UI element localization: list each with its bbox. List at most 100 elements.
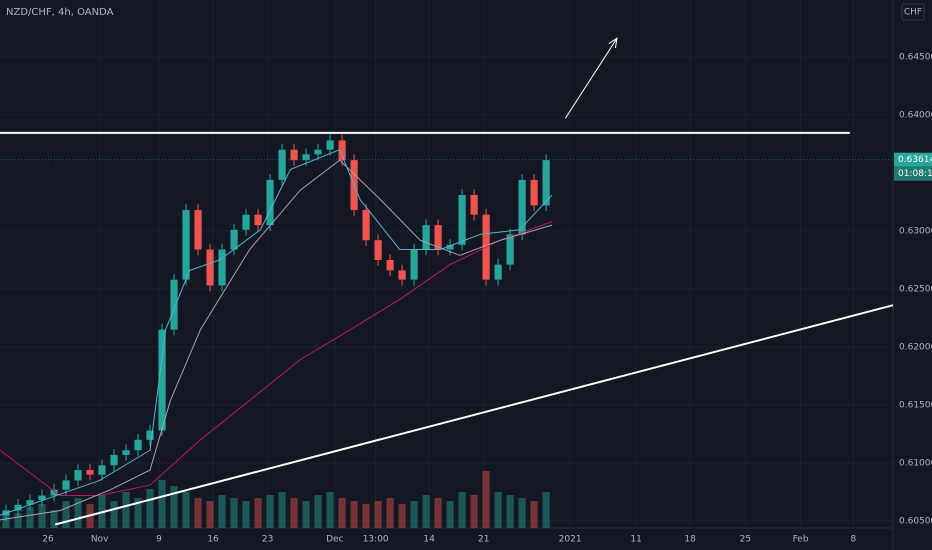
- volume-bar: [374, 501, 382, 528]
- x-tick-label: Feb: [793, 535, 809, 545]
- volume-bar: [482, 471, 490, 528]
- x-tick-label: Nov: [91, 535, 109, 545]
- x-tick-label: 23: [262, 535, 273, 545]
- volume-bar: [50, 510, 58, 528]
- volume-bar: [542, 492, 550, 528]
- x-tick-label: 2021: [559, 535, 582, 545]
- volume-bar: [170, 486, 178, 528]
- candle-body: [518, 179, 526, 235]
- x-tick-label: 8: [851, 535, 857, 545]
- arrow: [564, 38, 617, 119]
- candle-body: [194, 210, 202, 250]
- volume-bar: [206, 501, 214, 528]
- candle-body: [434, 225, 442, 250]
- volume-bar: [410, 501, 418, 528]
- x-tick-label: 21: [478, 535, 489, 545]
- x-tick-label: Dec: [326, 535, 343, 545]
- volume-bar: [158, 480, 166, 528]
- volume-bar: [530, 501, 538, 528]
- volume-bar: [518, 498, 526, 528]
- volume-bar: [422, 495, 430, 528]
- candle-body: [530, 179, 538, 206]
- candle-body: [494, 264, 502, 280]
- volume-bar: [494, 492, 502, 528]
- candle-body: [458, 194, 466, 245]
- volume-bar: [302, 501, 310, 528]
- volume-bar: [74, 498, 82, 528]
- candle-body: [74, 469, 82, 481]
- candle-body: [110, 454, 118, 466]
- volume-bar: [446, 501, 454, 528]
- x-tick-label: 14: [423, 535, 435, 545]
- candle-body: [14, 504, 22, 511]
- x-tick-label: 13:00: [363, 535, 389, 545]
- candle-body: [218, 249, 226, 286]
- volume-bar: [254, 498, 262, 528]
- candle-body: [50, 489, 58, 496]
- countdown-label: 01:08:19: [898, 169, 932, 179]
- candle-body: [170, 279, 178, 330]
- candle-body: [38, 495, 46, 501]
- y-tick-label: 0.64500: [899, 52, 932, 62]
- volume-bar: [242, 501, 250, 528]
- volume-bar: [458, 492, 466, 528]
- volume-bar: [38, 504, 46, 528]
- volume-bar: [26, 507, 34, 528]
- volume-bar: [314, 495, 322, 528]
- candle-body: [290, 149, 298, 161]
- candle-body: [470, 194, 478, 215]
- candle-body: [314, 149, 322, 155]
- volume-bar: [350, 501, 358, 528]
- volume-bar: [506, 495, 514, 528]
- candle-body: [182, 210, 190, 280]
- volume-bar: [218, 495, 226, 528]
- volume-bar: [14, 513, 22, 528]
- volume-bar: [338, 498, 346, 528]
- candle-body: [266, 179, 274, 226]
- volume-bar: [122, 492, 130, 528]
- x-tick-label: 26: [42, 535, 54, 545]
- candle-body: [134, 439, 142, 451]
- volume-bar: [194, 498, 202, 528]
- x-tick-label: 18: [684, 535, 696, 545]
- moving-average: [0, 149, 553, 516]
- candle-body: [98, 465, 106, 475]
- moving-average: [0, 159, 553, 521]
- x-tick-label: 11: [630, 535, 641, 545]
- x-tick-label: 25: [740, 535, 751, 545]
- volume-bar: [470, 495, 478, 528]
- volume-bar: [146, 489, 154, 528]
- candle-body: [242, 214, 250, 230]
- volume-bar: [266, 495, 274, 528]
- candle-body: [398, 270, 406, 280]
- drawing-line: [54, 304, 894, 526]
- volume-bar: [278, 492, 286, 528]
- candle-body: [506, 234, 514, 265]
- candle-body: [338, 140, 346, 161]
- moving-average: [0, 221, 553, 497]
- volume-bar: [134, 498, 142, 528]
- grid: [0, 0, 893, 528]
- candle-body: [146, 430, 154, 440]
- countdown-badge: [894, 166, 932, 181]
- volume-bar: [362, 504, 370, 528]
- currency: CHF: [904, 8, 922, 18]
- candle-body: [230, 229, 238, 250]
- candle-body: [446, 244, 454, 250]
- volume-bar: [386, 498, 394, 528]
- last-price-badge: [894, 152, 932, 167]
- last-price-label: 0.63614: [898, 155, 932, 165]
- candle-body: [122, 450, 130, 455]
- volume-bar: [230, 498, 238, 528]
- candle-body: [158, 329, 166, 431]
- volume-bar: [110, 501, 118, 528]
- candle-body: [386, 259, 394, 271]
